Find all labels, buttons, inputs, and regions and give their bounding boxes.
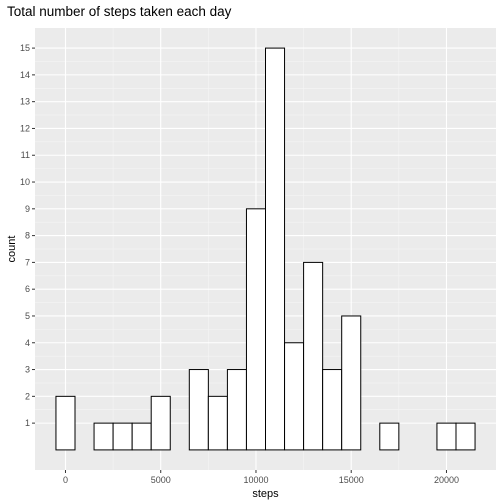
y-tick-label: 1 [25,418,30,428]
y-tick-label: 6 [25,284,30,294]
y-tick-label: 4 [25,338,30,348]
y-tick-label: 7 [25,257,30,267]
histogram-bar [112,422,133,451]
histogram-bar [284,342,305,451]
histogram-bar [207,395,228,451]
y-tick-label: 14 [20,70,30,80]
y-tick-label: 12 [20,123,30,133]
x-tick-label: 5000 [151,475,171,485]
histogram-bar [55,395,76,451]
histogram-bar [245,208,266,451]
x-tick-label: 0 [63,475,68,485]
y-axis-title: count [6,236,18,263]
histogram-bar [455,422,476,451]
x-axis: 0 5000 10000 15000 20000 [63,470,459,485]
chart-title: Total number of steps taken each day [7,4,232,19]
y-tick-label: 13 [20,97,30,107]
histogram-bar [341,315,362,451]
histogram-bars [55,47,476,451]
histogram-bar [436,422,457,451]
x-axis-title: steps [252,488,279,500]
y-tick-label: 11 [21,150,30,160]
histogram-bar [265,47,286,451]
histogram-bar [322,369,343,451]
y-tick-label: 10 [20,177,30,187]
histogram-bar [150,395,171,451]
y-tick-label: 5 [25,311,30,321]
x-tick-label: 10000 [243,475,268,485]
y-tick-label: 9 [25,204,30,214]
histogram-bar [303,261,324,451]
y-tick-label: 15 [20,43,30,53]
histogram-bar [93,422,114,451]
histogram-bar [379,422,400,451]
histogram-bar [131,422,152,451]
histogram-bar [188,369,209,451]
x-tick-label: 15000 [339,475,364,485]
y-tick-label: 2 [25,391,30,401]
y-tick-label: 3 [25,365,30,375]
histogram-bar [226,369,247,451]
y-tick-label: 8 [25,231,30,241]
x-tick-label: 20000 [434,475,459,485]
